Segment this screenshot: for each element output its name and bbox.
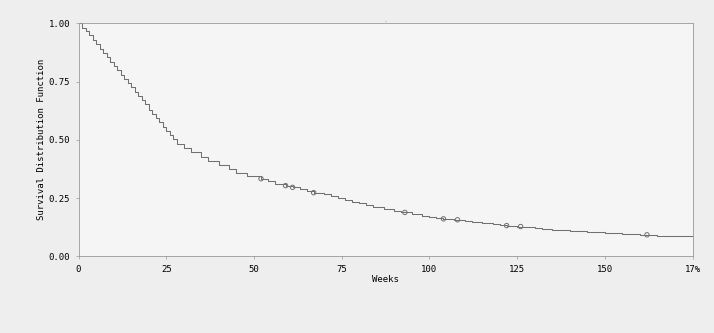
Title: .: . bbox=[383, 17, 388, 23]
X-axis label: Weeks: Weeks bbox=[372, 275, 399, 284]
Point bbox=[438, 216, 449, 221]
Point bbox=[641, 232, 653, 237]
Point bbox=[399, 210, 411, 215]
Point bbox=[308, 190, 319, 195]
Point bbox=[515, 224, 526, 229]
Point bbox=[256, 176, 267, 181]
Y-axis label: Survival Distribution Function: Survival Distribution Function bbox=[37, 59, 46, 220]
Point bbox=[280, 183, 291, 188]
Point bbox=[452, 217, 463, 222]
Point bbox=[501, 223, 513, 228]
Point bbox=[287, 185, 298, 190]
